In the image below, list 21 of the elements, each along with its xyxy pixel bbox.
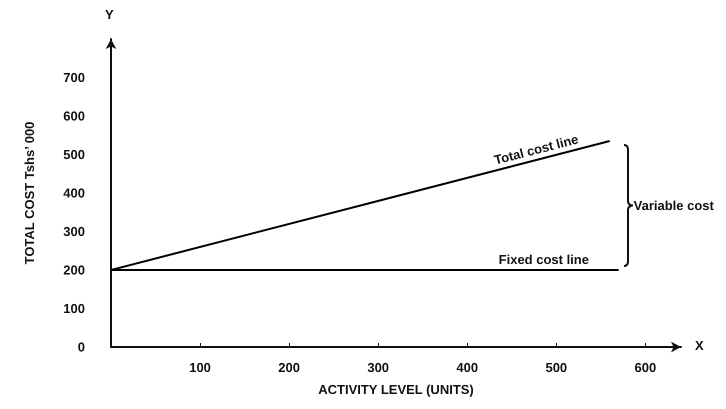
y-tick-label: 400	[63, 186, 85, 200]
x-tick-label: 600	[634, 360, 656, 375]
text: Y	[105, 7, 114, 22]
x-tick-label: 200	[278, 360, 300, 375]
series-label: Fixed cost line	[498, 252, 589, 267]
x-tick-label: 400	[456, 360, 478, 375]
y-tick-label: 700	[63, 70, 85, 85]
y-tick-label: 300	[63, 224, 85, 239]
y-tick-label: 100	[63, 301, 85, 316]
y-tick-label: 0	[78, 340, 85, 354]
x-axis-title: ACTIVITY LEVEL (UNITS)	[318, 382, 474, 397]
y-tick-label: 500	[63, 147, 85, 162]
y-tick-label: 600	[63, 108, 85, 124]
annotation: Variable cost	[634, 198, 714, 213]
text: Total cost line	[492, 131, 580, 168]
x-tick-label: 100	[189, 360, 211, 375]
x-tick-label: 300	[367, 360, 390, 375]
text: X	[695, 338, 704, 353]
y-tick-label: 200	[63, 262, 85, 278]
x-tick-label: 500	[545, 360, 568, 375]
y-axis-title: TOTAL COST Tshs’ 000	[22, 122, 37, 264]
